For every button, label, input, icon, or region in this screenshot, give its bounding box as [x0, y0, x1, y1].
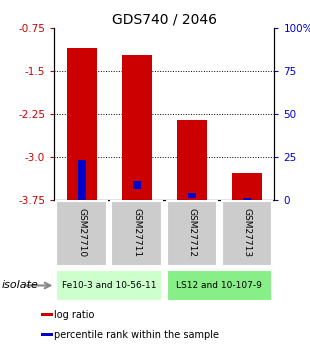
- Bar: [41, 333, 53, 336]
- Text: GSM27713: GSM27713: [242, 208, 251, 257]
- Bar: [188, 193, 196, 198]
- Bar: [232, 172, 262, 200]
- Text: isolate: isolate: [2, 280, 38, 290]
- Bar: [41, 313, 53, 316]
- Bar: [122, 55, 152, 200]
- Bar: [78, 160, 86, 200]
- Bar: [166, 201, 217, 266]
- Text: Fe10-3 and 10-56-11: Fe10-3 and 10-56-11: [62, 281, 157, 290]
- Bar: [222, 201, 272, 266]
- Bar: [112, 201, 162, 266]
- Bar: [56, 270, 162, 300]
- Bar: [243, 198, 251, 200]
- Text: percentile rank within the sample: percentile rank within the sample: [54, 329, 219, 339]
- Bar: [166, 270, 272, 300]
- Text: GSM27712: GSM27712: [187, 208, 196, 257]
- Text: log ratio: log ratio: [54, 310, 94, 320]
- Text: LS12 and 10-107-9: LS12 and 10-107-9: [176, 281, 262, 290]
- Text: GSM27711: GSM27711: [132, 208, 141, 257]
- Bar: [56, 201, 107, 266]
- Bar: [67, 48, 97, 200]
- Bar: [177, 120, 207, 200]
- Bar: [133, 181, 141, 189]
- Title: GDS740 / 2046: GDS740 / 2046: [112, 12, 217, 27]
- Text: GSM27710: GSM27710: [77, 208, 86, 257]
